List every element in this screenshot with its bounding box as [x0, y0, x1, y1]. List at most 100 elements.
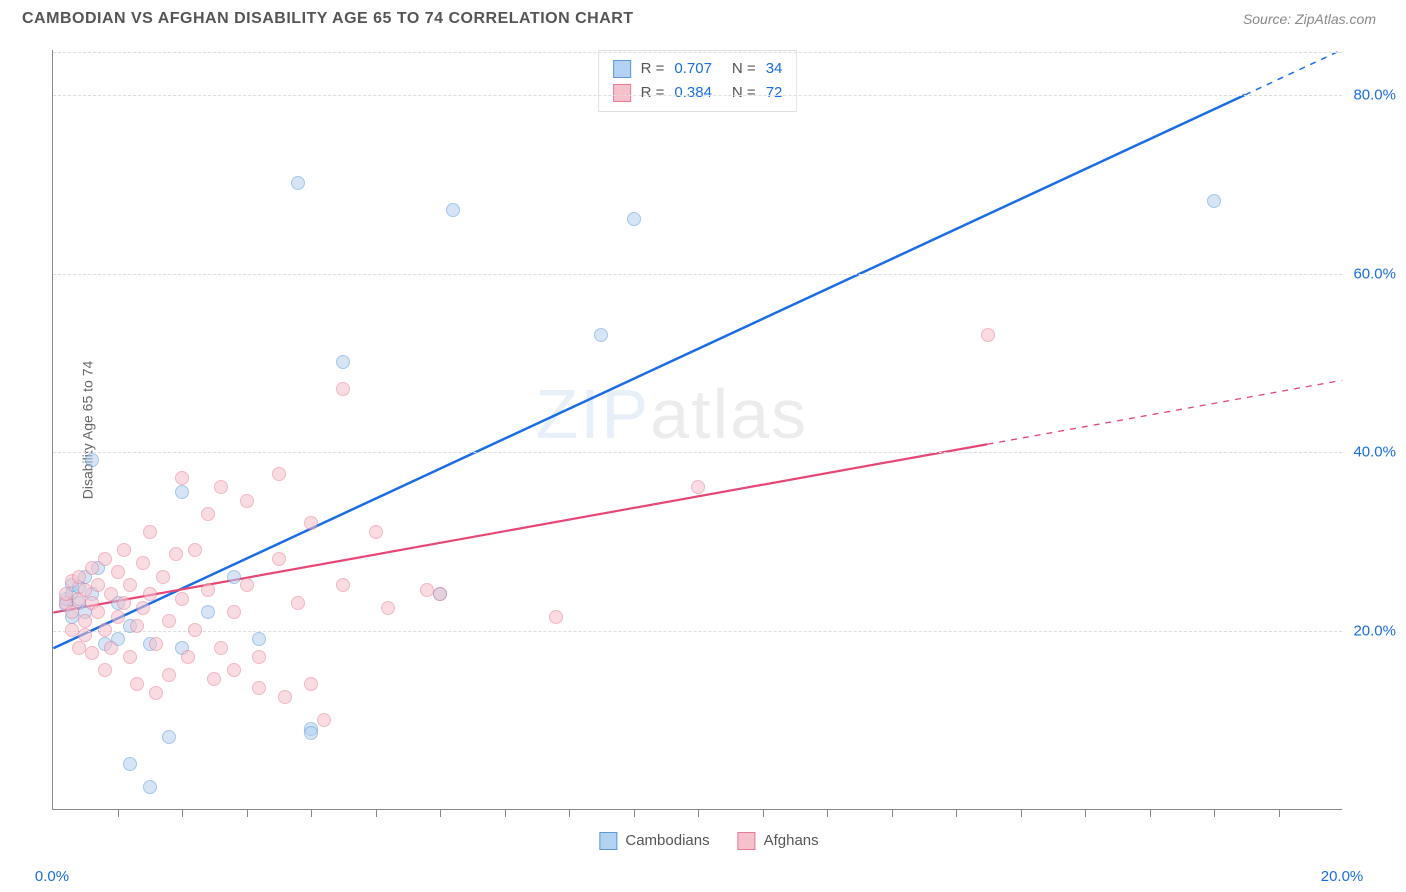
- data-point-afghans: [156, 570, 170, 584]
- data-point-afghans: [65, 623, 79, 637]
- data-point-afghans: [420, 583, 434, 597]
- data-point-afghans: [85, 561, 99, 575]
- data-point-afghans: [72, 570, 86, 584]
- x-legend: Cambodians Afghans: [599, 832, 818, 850]
- data-point-afghans: [981, 328, 995, 342]
- data-point-cambodians: [175, 485, 189, 499]
- data-point-cambodians: [162, 730, 176, 744]
- data-point-afghans: [433, 587, 447, 601]
- data-point-afghans: [117, 543, 131, 557]
- stats-row-cambodians: R = 0.707 N = 34: [613, 57, 783, 81]
- x-tick: [311, 809, 312, 817]
- source-text: Source: ZipAtlas.com: [1243, 11, 1376, 27]
- n-label: N =: [732, 81, 756, 105]
- data-point-afghans: [85, 646, 99, 660]
- watermark: ZIPatlas: [535, 374, 808, 454]
- data-point-afghans: [59, 587, 73, 601]
- legend-swatch-afghans: [738, 832, 756, 850]
- data-point-afghans: [381, 601, 395, 615]
- data-point-afghans: [130, 619, 144, 633]
- y-tick-label: 80.0%: [1353, 86, 1396, 103]
- swatch-afghans: [613, 84, 631, 102]
- data-point-afghans: [104, 641, 118, 655]
- data-point-afghans: [317, 713, 331, 727]
- data-point-afghans: [78, 583, 92, 597]
- data-point-afghans: [691, 480, 705, 494]
- data-point-cambodians: [627, 212, 641, 226]
- watermark-atlas: atlas: [650, 375, 808, 453]
- legend-swatch-cambodians: [599, 832, 617, 850]
- gridline: [53, 52, 1342, 53]
- x-tick: [892, 809, 893, 817]
- data-point-cambodians: [252, 632, 266, 646]
- data-point-cambodians: [446, 203, 460, 217]
- r-value-cambodians: 0.707: [674, 57, 712, 81]
- data-point-afghans: [207, 672, 221, 686]
- data-point-afghans: [201, 507, 215, 521]
- legend-label-afghans: Afghans: [764, 832, 819, 849]
- x-tick: [1279, 809, 1280, 817]
- trendline-afghans: [53, 444, 987, 612]
- data-point-afghans: [188, 623, 202, 637]
- legend-item-afghans: Afghans: [738, 832, 819, 850]
- data-point-afghans: [291, 596, 305, 610]
- data-point-afghans: [227, 605, 241, 619]
- data-point-afghans: [149, 686, 163, 700]
- data-point-cambodians: [291, 176, 305, 190]
- gridline: [53, 95, 1342, 96]
- data-point-afghans: [91, 605, 105, 619]
- data-point-afghans: [227, 663, 241, 677]
- data-point-afghans: [72, 641, 86, 655]
- data-point-afghans: [240, 578, 254, 592]
- x-tick: [569, 809, 570, 817]
- trendline-cambodians: [53, 95, 1245, 648]
- x-tick-label: 0.0%: [35, 868, 69, 885]
- data-point-afghans: [549, 610, 563, 624]
- gridline: [53, 274, 1342, 275]
- stats-legend: R = 0.707 N = 34 R = 0.384 N = 72: [598, 50, 798, 112]
- data-point-cambodians: [143, 780, 157, 794]
- data-point-afghans: [111, 610, 125, 624]
- data-point-afghans: [143, 525, 157, 539]
- data-point-cambodians: [201, 605, 215, 619]
- data-point-afghans: [123, 650, 137, 664]
- data-point-afghans: [162, 668, 176, 682]
- y-tick-label: 60.0%: [1353, 265, 1396, 282]
- data-point-cambodians: [227, 570, 241, 584]
- data-point-afghans: [336, 578, 350, 592]
- data-point-afghans: [252, 681, 266, 695]
- data-point-afghans: [162, 614, 176, 628]
- x-tick: [763, 809, 764, 817]
- data-point-cambodians: [304, 726, 318, 740]
- x-tick: [634, 809, 635, 817]
- data-point-afghans: [272, 467, 286, 481]
- r-value-afghans: 0.384: [674, 81, 712, 105]
- gridline: [53, 631, 1342, 632]
- n-value-cambodians: 34: [766, 57, 783, 81]
- data-point-afghans: [304, 677, 318, 691]
- trendline-dashed-afghans: [987, 380, 1341, 444]
- data-point-afghans: [98, 552, 112, 566]
- data-point-afghans: [188, 543, 202, 557]
- data-point-afghans: [104, 587, 118, 601]
- data-point-afghans: [65, 605, 79, 619]
- x-tick: [827, 809, 828, 817]
- chart-container: Disability Age 65 to 74 ZIPatlas R = 0.7…: [44, 50, 1374, 810]
- data-point-afghans: [336, 382, 350, 396]
- data-point-cambodians: [1207, 194, 1221, 208]
- x-tick-label: 20.0%: [1321, 868, 1364, 885]
- data-point-afghans: [111, 565, 125, 579]
- data-point-afghans: [369, 525, 383, 539]
- data-point-cambodians: [336, 355, 350, 369]
- data-point-afghans: [123, 578, 137, 592]
- data-point-afghans: [117, 596, 131, 610]
- data-point-afghans: [214, 641, 228, 655]
- data-point-afghans: [240, 494, 254, 508]
- legend-label-cambodians: Cambodians: [625, 832, 709, 849]
- x-tick: [698, 809, 699, 817]
- n-value-afghans: 72: [766, 81, 783, 105]
- data-point-afghans: [278, 690, 292, 704]
- x-tick: [376, 809, 377, 817]
- chart-title: CAMBODIAN VS AFGHAN DISABILITY AGE 65 TO…: [22, 10, 634, 28]
- data-point-afghans: [91, 578, 105, 592]
